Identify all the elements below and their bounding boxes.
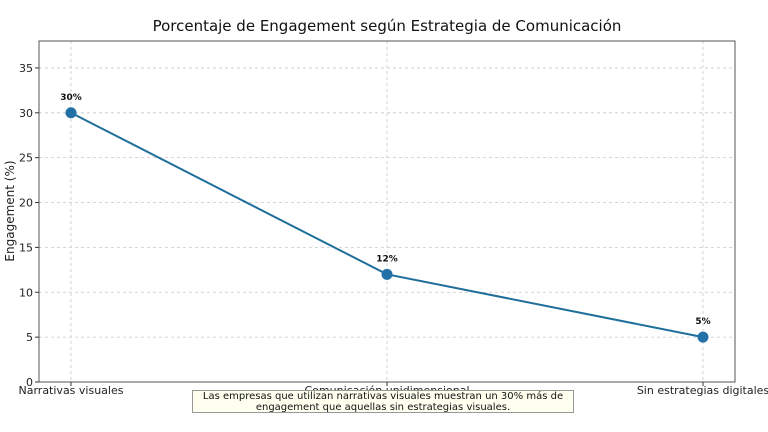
y-tick-label: 15 [19, 241, 33, 254]
y-tick-label: 30 [19, 107, 33, 120]
series-line [70, 111, 704, 339]
y-tick-label: 10 [19, 286, 33, 299]
y-tick-label: 0 [26, 376, 33, 389]
x-tick-label: Sin estrategias digitales [637, 384, 768, 397]
data-label: 12% [376, 254, 398, 264]
data-label: 30% [60, 93, 82, 103]
data-labels: 30% 12% 5% [60, 93, 710, 327]
data-label: 5% [695, 317, 710, 327]
grid-lines [39, 41, 735, 382]
data-point [65, 107, 77, 119]
y-tick-label: 20 [19, 197, 33, 210]
annotation-box: Las empresas que utilizan narrativas vis… [192, 390, 574, 413]
series-line-path [70, 111, 704, 339]
y-tick-label: 5 [26, 331, 33, 344]
y-tick-label: 35 [19, 62, 33, 75]
y-axis: 0 5 10 15 20 25 30 35 [19, 62, 39, 389]
y-axis-label: Engagement (%) [3, 160, 17, 261]
x-tick-label: Narrativas visuales [19, 384, 124, 397]
data-point [697, 331, 709, 343]
data-points [65, 107, 709, 343]
y-tick-label: 25 [19, 152, 33, 165]
data-point [381, 268, 393, 280]
chart-title: Porcentaje de Engagement según Estrategi… [153, 17, 622, 35]
